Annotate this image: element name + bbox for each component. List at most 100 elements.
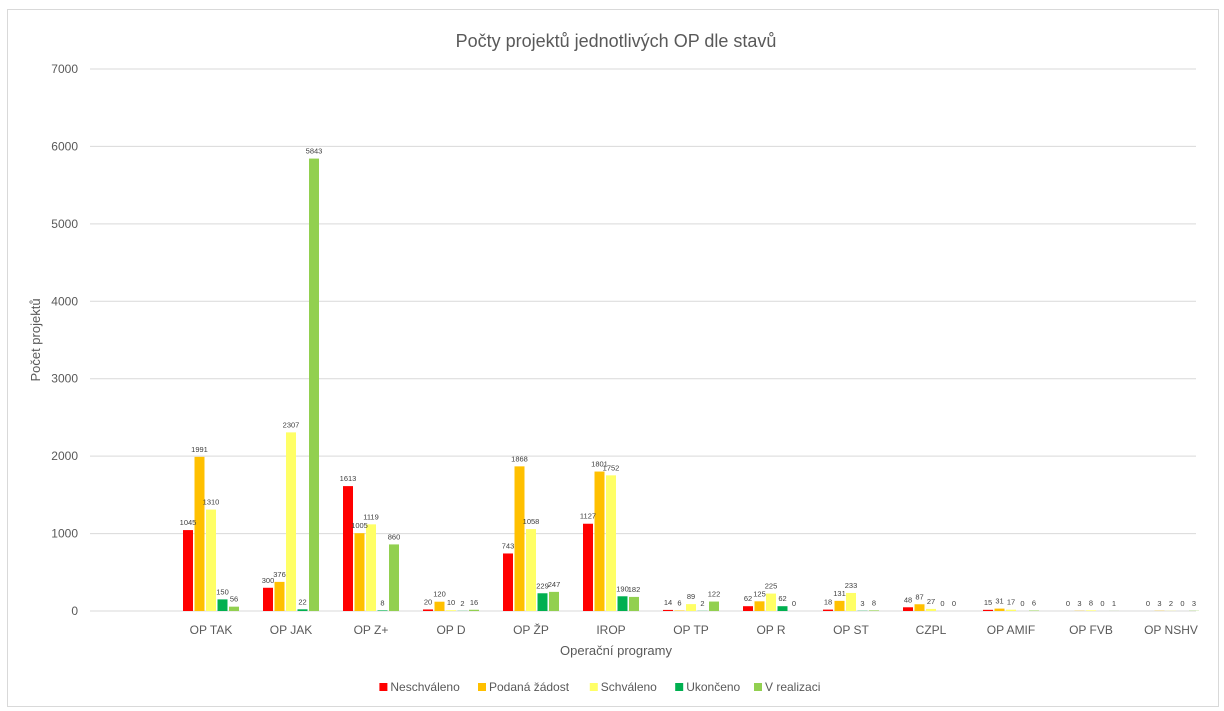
data-label: 27 — [927, 597, 935, 606]
y-tick-label: 2000 — [51, 449, 78, 463]
y-tick-label: 7000 — [51, 62, 78, 76]
data-label: 1801 — [591, 460, 608, 469]
data-label: 0 — [1020, 599, 1024, 608]
data-label: 0 — [1146, 599, 1150, 608]
y-tick-label: 5000 — [51, 217, 78, 231]
bar — [686, 604, 696, 611]
data-label: 376 — [273, 570, 286, 579]
data-label: 125 — [753, 589, 766, 598]
bar — [194, 456, 205, 611]
legend-swatch — [478, 683, 486, 691]
category-label: OP JAK — [270, 623, 312, 637]
data-label: 300 — [262, 576, 275, 585]
category-label: CZPL — [916, 623, 947, 637]
category-label: OP R — [756, 623, 785, 637]
category-label: OP ST — [833, 623, 869, 637]
data-label: 233 — [845, 581, 858, 590]
data-label: 0 — [1100, 599, 1104, 608]
bar — [709, 601, 719, 611]
legend-label: Ukončeno — [686, 680, 740, 694]
bar — [354, 533, 365, 611]
data-label: 16 — [470, 598, 478, 607]
data-label: 1991 — [191, 445, 208, 454]
data-label: 247 — [548, 580, 561, 589]
data-label: 89 — [687, 592, 695, 601]
bar — [617, 596, 628, 611]
data-label: 22 — [298, 597, 306, 606]
data-label: 2 — [1169, 599, 1173, 608]
data-label: 6 — [677, 599, 681, 608]
y-axis-title: Počet projektů — [28, 298, 43, 381]
category-label: OP FVB — [1069, 623, 1113, 637]
data-label: 122 — [708, 590, 721, 599]
bar — [1086, 610, 1096, 611]
data-label: 48 — [904, 595, 912, 604]
bar — [514, 466, 525, 611]
data-label: 1005 — [351, 521, 368, 530]
bar — [206, 509, 216, 611]
data-label: 8 — [1089, 598, 1093, 607]
legend-swatch — [379, 683, 388, 691]
bar — [526, 529, 536, 611]
data-labels: 1045199113101505630037623072258431613100… — [180, 147, 1196, 608]
legend-label: Schváleno — [601, 680, 657, 694]
bar — [217, 599, 228, 611]
bar — [423, 609, 433, 611]
bar — [1006, 609, 1016, 611]
bar — [766, 593, 776, 611]
bar — [469, 609, 479, 611]
data-label: 0 — [940, 599, 944, 608]
data-label: 1045 — [180, 518, 197, 527]
bar — [823, 609, 833, 611]
data-label: 229 — [536, 581, 549, 590]
bar — [594, 471, 605, 611]
category-label: OP TP — [673, 623, 709, 637]
category-label: OP D — [436, 623, 465, 637]
bar — [914, 604, 925, 611]
bar — [549, 591, 559, 611]
bar — [297, 609, 308, 611]
legend-swatch — [675, 683, 684, 691]
data-label: 2307 — [283, 420, 300, 429]
data-label: 8 — [872, 598, 876, 607]
data-label: 150 — [216, 587, 229, 596]
data-label: 1 — [1112, 599, 1116, 608]
bar — [229, 606, 239, 611]
data-label: 0 — [1180, 599, 1184, 608]
data-label: 2 — [700, 599, 704, 608]
bar — [583, 523, 593, 611]
category-label: OP AMIF — [987, 623, 1035, 637]
bar — [183, 530, 193, 611]
legend-swatch — [589, 683, 598, 691]
data-label: 3 — [1157, 599, 1161, 608]
data-label: 56 — [230, 595, 238, 604]
data-label: 3 — [1192, 599, 1196, 608]
gridlines — [90, 68, 1196, 612]
bar — [377, 610, 388, 611]
bars — [183, 158, 1199, 612]
x-axis-title: Operační programy — [560, 643, 672, 658]
data-label: 0 — [792, 599, 796, 608]
bar — [274, 581, 285, 611]
data-label: 8 — [380, 598, 384, 607]
data-label: 20 — [424, 597, 432, 606]
chart-title: Počty projektů jednotlivých OP dle stavů — [456, 31, 777, 51]
bar — [903, 607, 913, 611]
legend-label: Neschváleno — [390, 680, 460, 694]
y-tick-label: 0 — [71, 604, 78, 618]
data-label: 225 — [765, 582, 778, 591]
data-label: 5843 — [306, 147, 323, 156]
bar — [503, 553, 513, 611]
bar — [389, 544, 399, 611]
data-label: 2 — [460, 599, 464, 608]
bar — [754, 601, 765, 611]
data-label: 120 — [433, 590, 446, 599]
data-label: 17 — [1007, 598, 1015, 607]
data-label: 1752 — [603, 463, 620, 472]
y-tick-label: 4000 — [51, 294, 78, 308]
legend-label: V realizaci — [765, 680, 820, 694]
data-label: 860 — [388, 532, 401, 541]
category-label: IROP — [596, 623, 625, 637]
category-label: OP TAK — [190, 623, 233, 637]
